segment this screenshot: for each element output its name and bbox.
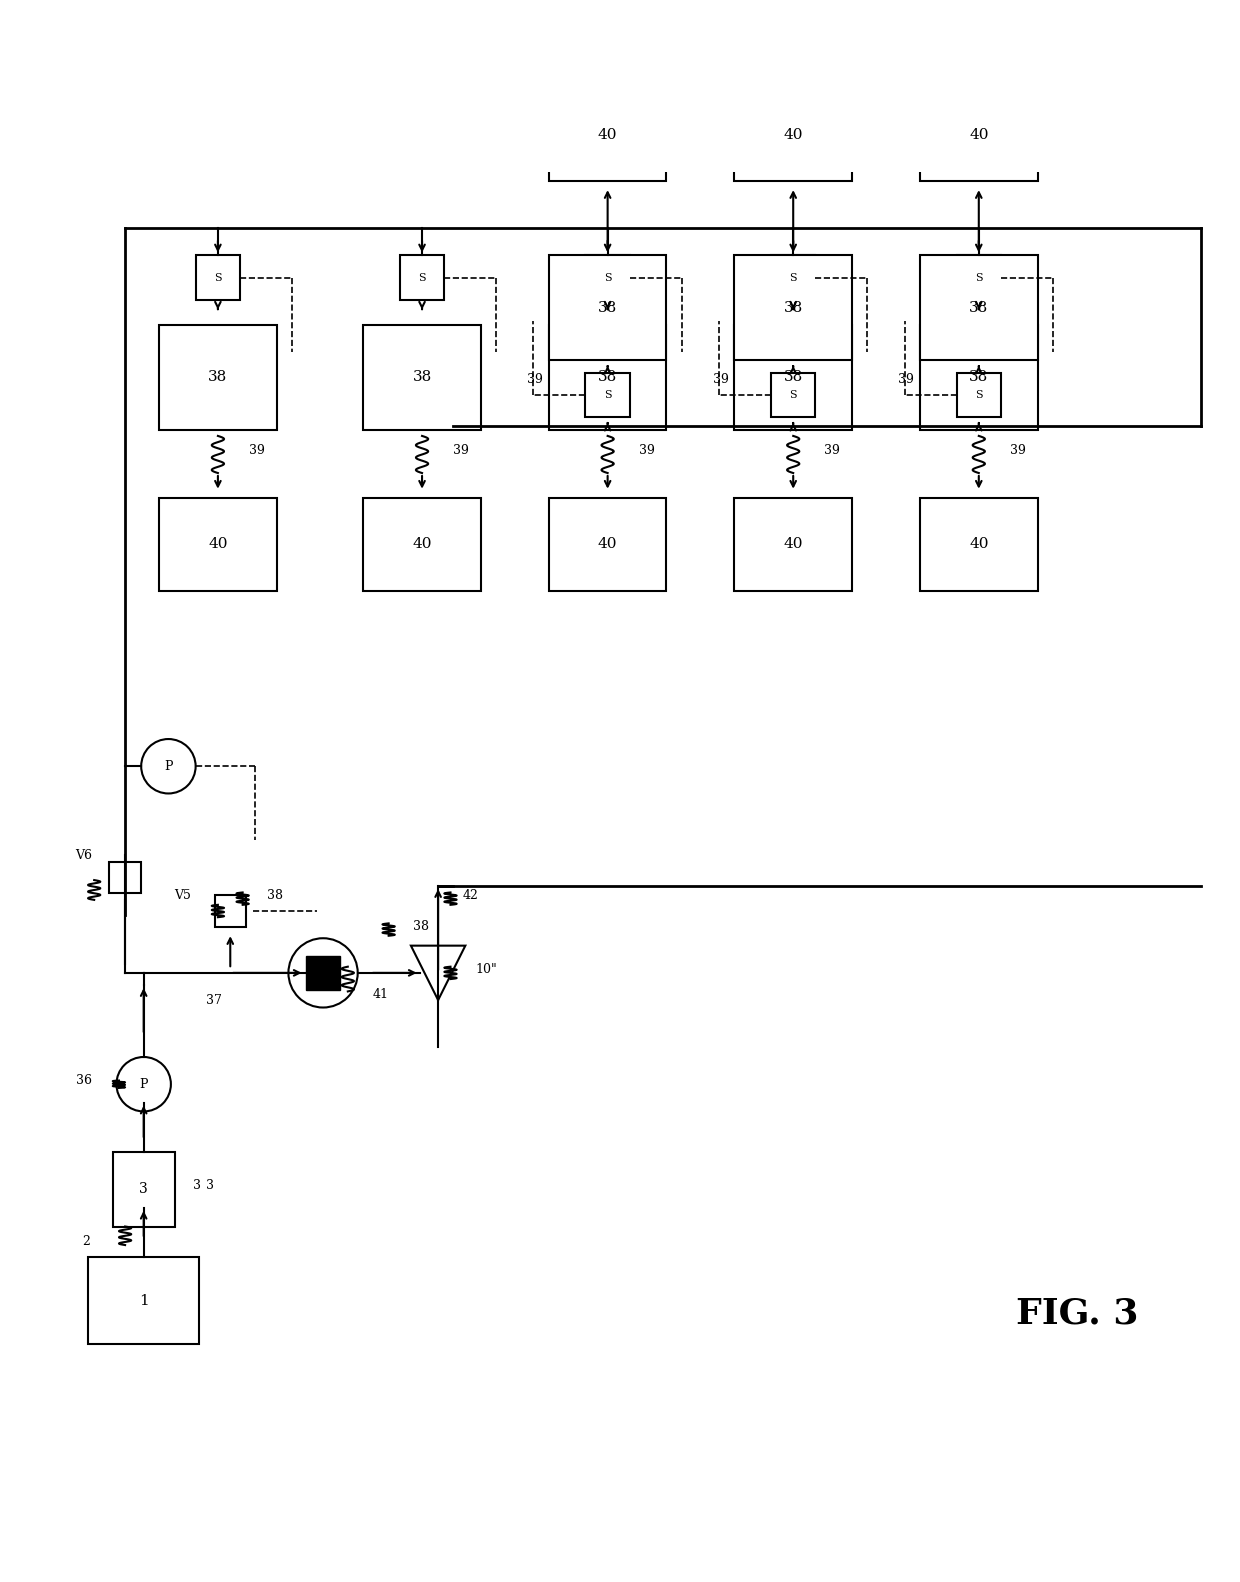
Text: 39: 39 [713, 373, 729, 386]
FancyBboxPatch shape [734, 498, 852, 590]
Text: 40: 40 [208, 538, 228, 551]
FancyBboxPatch shape [549, 324, 666, 430]
FancyBboxPatch shape [771, 255, 816, 301]
FancyBboxPatch shape [956, 373, 1001, 418]
FancyBboxPatch shape [585, 373, 630, 418]
Text: 3: 3 [139, 1182, 148, 1196]
Text: S: S [975, 272, 982, 283]
Text: 40: 40 [598, 128, 618, 142]
Text: 38: 38 [208, 370, 227, 384]
Text: 40: 40 [412, 538, 432, 551]
Text: 39: 39 [249, 445, 264, 457]
Text: S: S [418, 272, 425, 283]
Text: S: S [604, 391, 611, 400]
FancyBboxPatch shape [920, 89, 1038, 180]
Text: S: S [790, 391, 797, 400]
FancyBboxPatch shape [734, 324, 852, 430]
FancyBboxPatch shape [363, 498, 481, 590]
FancyBboxPatch shape [549, 498, 666, 590]
Text: 36: 36 [76, 1074, 92, 1087]
FancyBboxPatch shape [159, 498, 277, 590]
Text: 42: 42 [463, 889, 479, 902]
FancyBboxPatch shape [585, 255, 630, 301]
FancyBboxPatch shape [734, 89, 852, 180]
FancyBboxPatch shape [549, 255, 666, 361]
FancyBboxPatch shape [306, 956, 341, 990]
Text: V6: V6 [76, 850, 93, 862]
Text: P: P [164, 759, 172, 772]
FancyBboxPatch shape [734, 255, 852, 361]
FancyBboxPatch shape [549, 89, 666, 180]
Text: 3: 3 [193, 1180, 201, 1193]
Text: 39: 39 [527, 373, 543, 386]
Text: S: S [604, 272, 611, 283]
Text: S: S [215, 272, 222, 283]
Text: 38: 38 [598, 301, 618, 315]
Text: 38: 38 [784, 370, 802, 384]
Text: 38: 38 [970, 301, 988, 315]
Text: V5: V5 [175, 889, 191, 902]
Text: 38: 38 [598, 370, 618, 384]
FancyBboxPatch shape [196, 255, 241, 301]
Text: 39: 39 [825, 445, 839, 457]
Text: 3: 3 [206, 1180, 213, 1193]
Text: 40: 40 [784, 538, 804, 551]
FancyBboxPatch shape [399, 255, 444, 301]
Text: S: S [790, 272, 797, 283]
Polygon shape [410, 946, 465, 1000]
Text: 38: 38 [784, 301, 802, 315]
Text: 37: 37 [206, 993, 222, 1006]
FancyBboxPatch shape [920, 324, 1038, 430]
Text: 39: 39 [1009, 445, 1025, 457]
Text: 10": 10" [475, 963, 497, 976]
Text: 38: 38 [268, 889, 284, 902]
FancyBboxPatch shape [920, 498, 1038, 590]
Text: FIG. 3: FIG. 3 [1016, 1296, 1138, 1330]
Text: 39: 39 [639, 445, 655, 457]
Text: 2: 2 [82, 1236, 89, 1248]
Text: S: S [975, 391, 982, 400]
Text: P: P [139, 1077, 148, 1090]
Text: 38: 38 [413, 919, 429, 932]
FancyBboxPatch shape [920, 255, 1038, 361]
Text: 1: 1 [139, 1294, 149, 1308]
FancyBboxPatch shape [159, 324, 277, 430]
Text: 40: 40 [784, 128, 804, 142]
Text: 40: 40 [598, 538, 618, 551]
Text: 41: 41 [372, 987, 388, 1001]
Text: 38: 38 [413, 370, 432, 384]
FancyBboxPatch shape [956, 255, 1001, 301]
FancyBboxPatch shape [88, 1258, 200, 1345]
FancyBboxPatch shape [113, 1152, 175, 1226]
Text: 40: 40 [968, 128, 988, 142]
Text: 39: 39 [453, 445, 469, 457]
Text: 40: 40 [968, 538, 988, 551]
Text: 38: 38 [970, 370, 988, 384]
FancyBboxPatch shape [363, 324, 481, 430]
FancyBboxPatch shape [771, 373, 816, 418]
Text: 39: 39 [898, 373, 914, 386]
